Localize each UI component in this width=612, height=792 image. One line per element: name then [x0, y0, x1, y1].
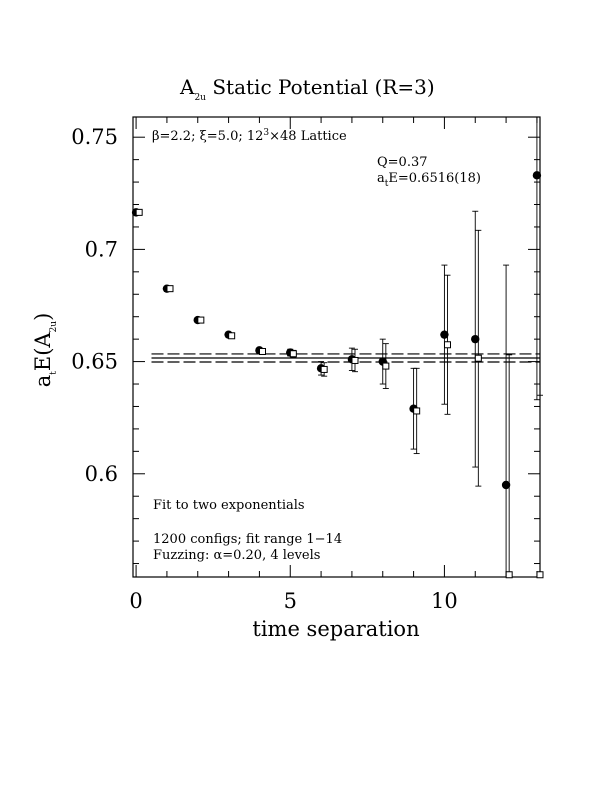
lattice-annotation: β=2.2; ξ=5.0; 123×48 Lattice: [152, 128, 347, 144]
data-point-square: [536, 571, 544, 579]
y-tick-label-1: 0.65: [71, 350, 118, 374]
data-point-square: [135, 208, 143, 216]
ylabel-mid: E(A: [31, 332, 55, 372]
ylabel-end: ): [31, 313, 55, 321]
data-point-circle: [440, 330, 449, 339]
ylabel-a-subscript: t: [49, 371, 59, 375]
lattice-rest: ×48 Lattice: [269, 129, 347, 144]
fuzzing-annotation: Fuzzing: α=0.20, 4 levels: [153, 548, 320, 563]
method-annotation: Fit to two exponentials: [153, 498, 305, 513]
lattice-size: 12: [247, 129, 264, 144]
x-tick-labels: 0 5 10: [129, 589, 457, 613]
lattice-beta: β=2.2;: [152, 129, 200, 144]
data-point-circle: [471, 334, 480, 344]
title-rest: Static Potential (R=3): [206, 75, 435, 99]
data-point-square: [413, 407, 421, 415]
data-point-circle: [532, 171, 542, 180]
ylabel-subscript: 2u: [49, 321, 59, 333]
data-points: [131, 117, 544, 579]
data-point-square: [444, 341, 451, 349]
data-point-circle: [501, 480, 511, 490]
configs-annotation: 1200 configs; fit range 1−14: [153, 532, 342, 547]
chart-title: A2u Static Potential (R=3): [179, 75, 435, 103]
data-point-square: [351, 356, 359, 364]
q-annotation: Q=0.37: [377, 155, 428, 170]
lattice-xi: ξ=5.0;: [200, 129, 247, 144]
fit-energy-subscript: t: [385, 179, 389, 189]
x-tick-label-2: 10: [431, 589, 458, 613]
data-point-square: [474, 354, 482, 362]
y-tick-label-0: 0.6: [85, 462, 118, 486]
x-axis-title: time separation: [252, 617, 419, 641]
x-tick-label-0: 0: [129, 589, 142, 613]
data-point-square: [320, 365, 328, 373]
data-point-square: [166, 285, 174, 293]
lattice-superscript: 3: [263, 128, 269, 138]
y-axis-title: atE(A2u): [31, 313, 59, 388]
fit-energy-a: a: [377, 171, 385, 186]
y-tick-label-3: 0.75: [71, 125, 118, 149]
data-point-square: [197, 316, 205, 324]
data-point-square: [228, 332, 236, 340]
title-subscript: 2u: [194, 93, 206, 103]
ylabel-a: a: [31, 375, 55, 388]
y-tick-labels: 0.6 0.65 0.7 0.75: [71, 125, 118, 486]
data-point-square: [505, 571, 513, 579]
x-tick-label-1: 5: [284, 589, 297, 613]
data-point-square: [289, 350, 297, 358]
plot-frame: [132, 116, 541, 578]
title-base: A: [179, 75, 195, 99]
data-point-square: [259, 347, 266, 355]
fit-energy-annotation: atE=0.6516(18): [377, 171, 481, 189]
y-tick-label-2: 0.7: [85, 237, 118, 261]
data-point-square: [382, 362, 390, 370]
fit-energy-rest: E=0.6516(18): [388, 171, 481, 186]
